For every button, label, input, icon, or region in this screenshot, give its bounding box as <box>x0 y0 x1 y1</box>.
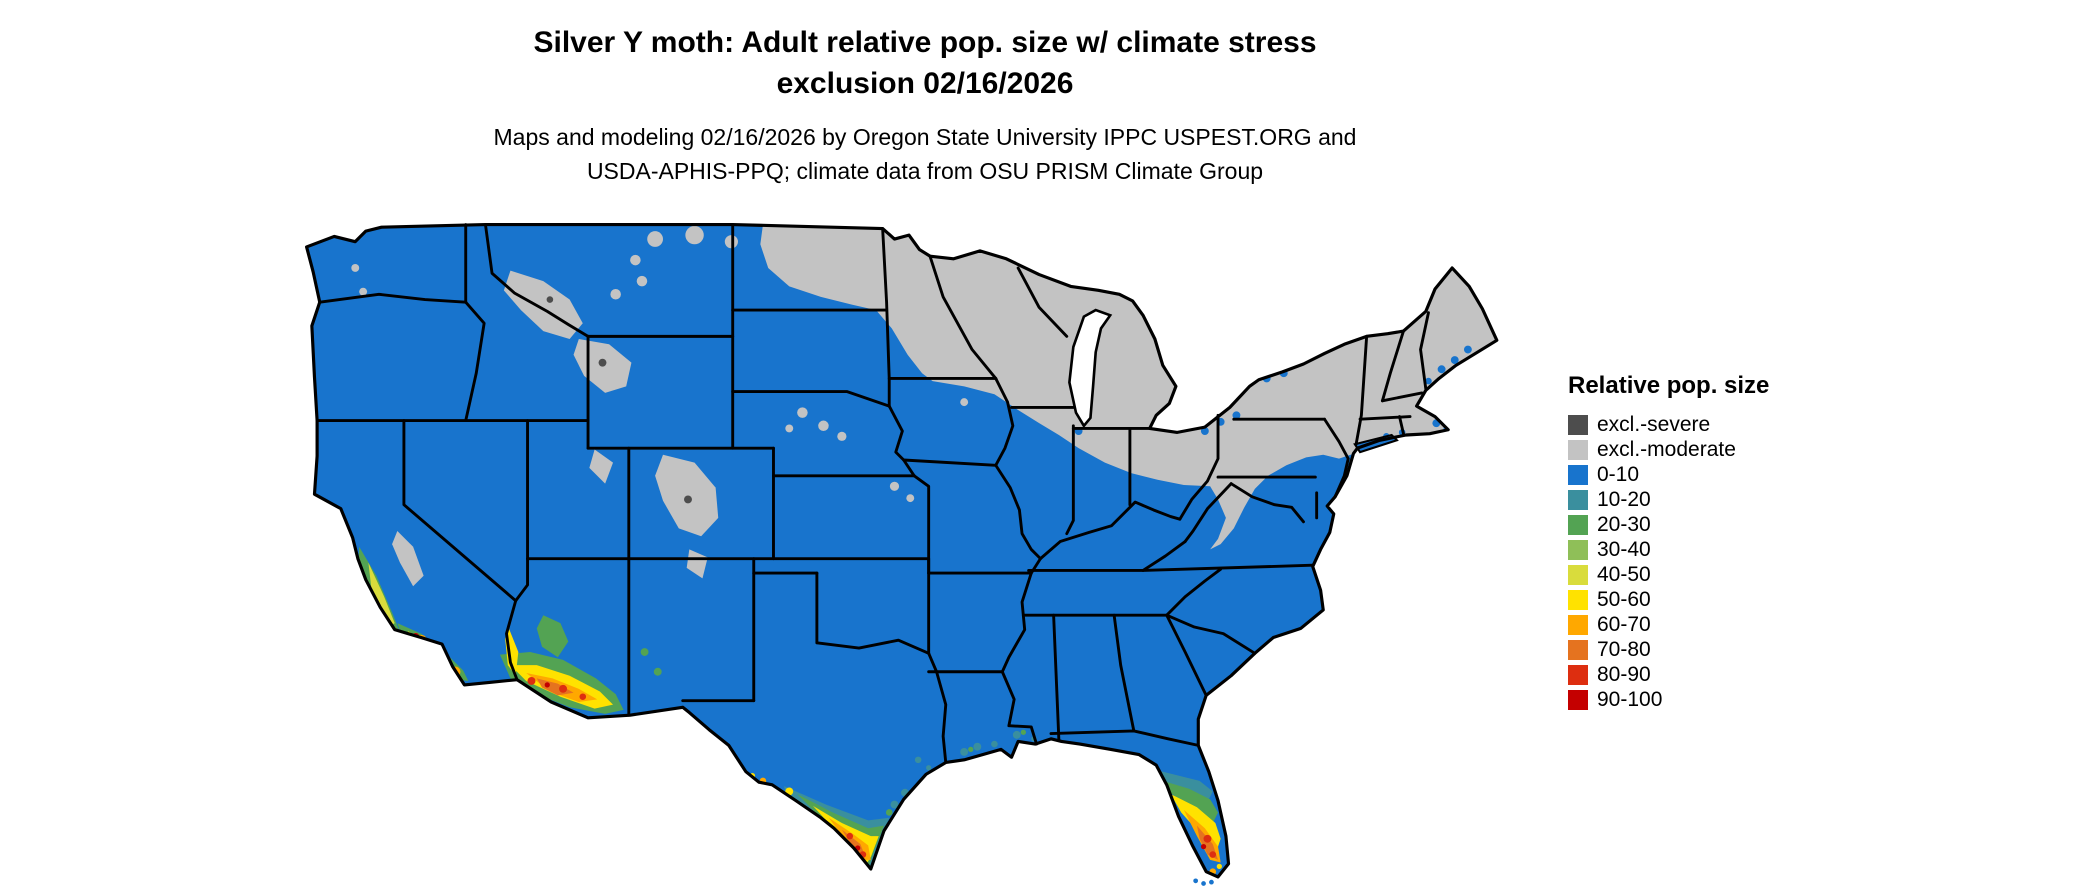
legend-swatch <box>1568 564 1588 585</box>
legend-row: 20-30 <box>1568 512 1769 537</box>
us-map-container <box>300 218 1510 889</box>
legend-swatch <box>1568 539 1588 560</box>
florida-keys <box>1193 878 1214 886</box>
legend-swatch <box>1568 639 1588 660</box>
page-subtitle: Maps and modeling 02/16/2026 by Oregon S… <box>240 120 1610 188</box>
legend-label: 70-80 <box>1597 638 1651 661</box>
legend-row: excl.-severe <box>1568 412 1769 437</box>
legend-label: 10-20 <box>1597 488 1651 511</box>
legend-row: 40-50 <box>1568 562 1769 587</box>
legend-label: excl.-severe <box>1597 413 1711 436</box>
legend-row: 0-10 <box>1568 462 1769 487</box>
legend-swatch <box>1568 439 1588 460</box>
legend-row: 70-80 <box>1568 637 1769 662</box>
legend-label: 40-50 <box>1597 563 1651 586</box>
legend-row: 90-100 <box>1568 687 1769 712</box>
legend-rows: excl.-severe excl.-moderate 0-10 10-20 20-30… <box>1568 412 1769 712</box>
legend: Relative pop. size excl.-severe excl.-mod… <box>1568 372 1769 712</box>
us-map <box>305 222 1499 886</box>
legend-label: 50-60 <box>1597 588 1651 611</box>
legend-row: 60-70 <box>1568 612 1769 637</box>
page-title: Silver Y moth: Adult relative pop. size … <box>240 22 1610 104</box>
legend-swatch <box>1568 489 1588 510</box>
legend-swatch <box>1568 414 1588 435</box>
legend-swatch <box>1568 514 1588 535</box>
lake-michigan <box>1068 308 1113 429</box>
legend-label: 90-100 <box>1597 688 1663 711</box>
raster-gulf-coast-speckles <box>960 729 1037 756</box>
subtitle-line-2: USDA-APHIS-PPQ; climate data from OSU PR… <box>586 158 1264 184</box>
legend-swatch <box>1568 664 1588 685</box>
title-line-2: exclusion 02/16/2026 <box>776 67 1074 100</box>
legend-label: excl.-moderate <box>1597 438 1736 461</box>
legend-row: 10-20 <box>1568 487 1769 512</box>
legend-label: 30-40 <box>1597 538 1651 561</box>
legend-row: 80-90 <box>1568 662 1769 687</box>
legend-row: excl.-moderate <box>1568 437 1769 462</box>
legend-swatch <box>1568 614 1588 635</box>
raster-hotspot-arizona <box>499 615 662 714</box>
state-borders <box>315 223 1430 764</box>
raster-exclusion-severe-patches <box>546 296 692 504</box>
legend-label: 0-10 <box>1597 463 1640 486</box>
legend-row: 50-60 <box>1568 587 1769 612</box>
legend-row: 30-40 <box>1568 537 1769 562</box>
legend-swatch <box>1568 464 1588 485</box>
subtitle-line-1: Maps and modeling 02/16/2026 by Oregon S… <box>493 124 1357 150</box>
legend-swatch <box>1568 589 1588 610</box>
legend-title: Relative pop. size <box>1568 372 1770 399</box>
legend-label: 20-30 <box>1597 513 1651 536</box>
title-line-1: Silver Y moth: Adult relative pop. size … <box>533 26 1317 59</box>
raster-hotspot-florida <box>1157 770 1222 875</box>
legend-swatch <box>1568 689 1588 710</box>
legend-label: 60-70 <box>1597 613 1651 636</box>
legend-label: 80-90 <box>1597 663 1651 686</box>
